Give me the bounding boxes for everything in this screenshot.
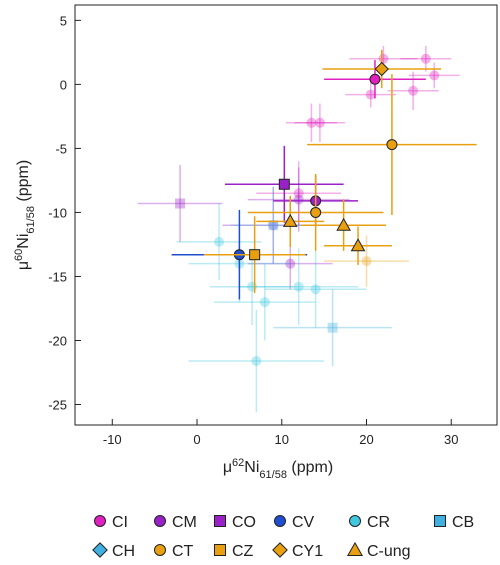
x-tick-label: 30 <box>444 432 458 447</box>
legend-marker <box>272 542 288 558</box>
legend-marker <box>154 544 166 556</box>
point <box>282 213 298 227</box>
point <box>306 117 317 128</box>
point <box>251 355 262 366</box>
point <box>249 249 261 261</box>
y-tick-label: -10 <box>48 205 67 220</box>
point <box>278 178 290 190</box>
axis-label-part: Ni <box>244 459 259 476</box>
axis-label-part: 60 <box>13 249 25 261</box>
point <box>374 61 389 77</box>
axis-label-part: (ppm) <box>287 459 333 476</box>
point <box>247 281 258 292</box>
point <box>408 85 419 96</box>
point <box>310 206 322 218</box>
point <box>369 73 381 85</box>
y-tick-label: -20 <box>48 333 67 348</box>
legend-marker <box>349 515 361 527</box>
y-tick-label: 0 <box>60 77 67 92</box>
x-tick-label: 10 <box>275 432 289 447</box>
legend-label: CH <box>112 543 135 560</box>
axis-label-part: 62 <box>232 457 244 469</box>
x-tick-label: 0 <box>193 432 200 447</box>
point <box>293 281 304 292</box>
point <box>293 194 304 205</box>
y-label: μ60Ni61/58 (ppm) <box>13 160 37 270</box>
legend-label: CT <box>172 543 194 560</box>
axis-label-part: 61/58 <box>259 469 287 481</box>
axis-label-part: 61/58 <box>25 206 37 234</box>
legend-label: CB <box>452 514 474 531</box>
legend-label: C-ung <box>367 543 411 560</box>
y-tick-label: -15 <box>48 269 67 284</box>
legend-marker <box>274 515 286 527</box>
point <box>310 284 321 295</box>
point <box>327 322 338 333</box>
y-tick-label: 5 <box>60 13 67 28</box>
legend-marker <box>214 515 226 527</box>
point <box>361 256 372 267</box>
point <box>175 198 186 209</box>
legend-marker <box>214 544 226 556</box>
x-tick-label: 20 <box>359 432 373 447</box>
legend-label: CV <box>292 514 315 531</box>
axis-label-part: Ni <box>15 234 32 249</box>
axis-label-part: (ppm) <box>15 160 32 206</box>
axis-label-part: μ <box>223 459 232 476</box>
point <box>365 89 376 100</box>
point <box>314 117 325 128</box>
legend-label: CM <box>172 514 197 531</box>
legend-marker <box>94 515 106 527</box>
legend-label: CZ <box>232 543 254 560</box>
point <box>386 139 398 151</box>
point <box>378 53 389 64</box>
point <box>268 220 279 231</box>
legend-marker <box>92 542 108 558</box>
point <box>350 238 366 252</box>
y-tick-label: -25 <box>48 398 67 413</box>
axis-label-part: μ <box>15 261 32 270</box>
y-tick-label: -5 <box>55 141 67 156</box>
point <box>285 258 296 269</box>
point <box>336 217 351 231</box>
point <box>293 188 304 199</box>
legend-label: CY1 <box>292 543 323 560</box>
legend-label: CO <box>232 514 256 531</box>
point <box>420 53 431 64</box>
point <box>268 220 279 231</box>
point <box>214 236 225 247</box>
point <box>259 297 270 308</box>
legend-marker <box>346 541 364 556</box>
legend-marker <box>154 515 166 527</box>
point <box>429 70 440 81</box>
legend-label: CI <box>112 514 128 531</box>
plot-frame <box>74 4 498 426</box>
legend-marker <box>434 515 446 527</box>
legend-label: CR <box>367 514 390 531</box>
x-tick-label: -10 <box>103 432 122 447</box>
x-label: μ62Ni61/58 (ppm) <box>223 457 333 481</box>
